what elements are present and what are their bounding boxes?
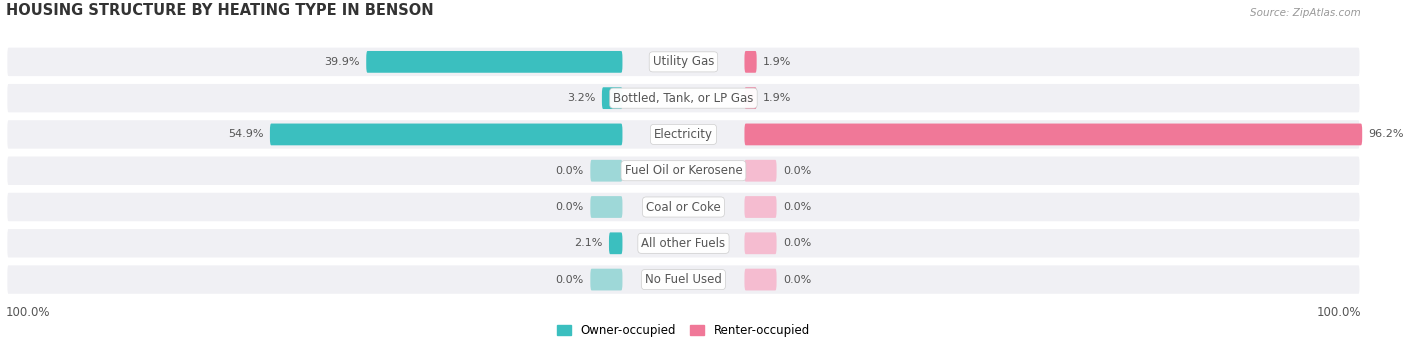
Text: 0.0%: 0.0%: [783, 166, 811, 176]
FancyBboxPatch shape: [744, 269, 776, 291]
Text: Electricity: Electricity: [654, 128, 713, 141]
Text: 96.2%: 96.2%: [1368, 130, 1405, 139]
FancyBboxPatch shape: [6, 264, 1361, 295]
Legend: Owner-occupied, Renter-occupied: Owner-occupied, Renter-occupied: [553, 320, 814, 341]
FancyBboxPatch shape: [591, 269, 623, 291]
Text: 100.0%: 100.0%: [6, 306, 51, 319]
Text: 54.9%: 54.9%: [228, 130, 263, 139]
FancyBboxPatch shape: [6, 119, 1361, 150]
Text: Bottled, Tank, or LP Gas: Bottled, Tank, or LP Gas: [613, 92, 754, 105]
FancyBboxPatch shape: [744, 123, 1362, 145]
Text: 0.0%: 0.0%: [783, 238, 811, 248]
FancyBboxPatch shape: [366, 51, 623, 73]
Text: HOUSING STRUCTURE BY HEATING TYPE IN BENSON: HOUSING STRUCTURE BY HEATING TYPE IN BEN…: [6, 3, 433, 18]
Text: Coal or Coke: Coal or Coke: [647, 201, 721, 213]
Text: 1.9%: 1.9%: [763, 57, 792, 67]
FancyBboxPatch shape: [591, 196, 623, 218]
FancyBboxPatch shape: [602, 87, 623, 109]
Text: 2.1%: 2.1%: [574, 238, 603, 248]
Text: 0.0%: 0.0%: [783, 202, 811, 212]
Text: Fuel Oil or Kerosene: Fuel Oil or Kerosene: [624, 164, 742, 177]
Text: 3.2%: 3.2%: [567, 93, 596, 103]
FancyBboxPatch shape: [744, 233, 776, 254]
Text: 0.0%: 0.0%: [555, 275, 583, 285]
Text: Utility Gas: Utility Gas: [652, 55, 714, 68]
Text: 0.0%: 0.0%: [555, 202, 583, 212]
FancyBboxPatch shape: [744, 87, 756, 109]
Text: Source: ZipAtlas.com: Source: ZipAtlas.com: [1250, 8, 1361, 18]
FancyBboxPatch shape: [744, 51, 756, 73]
Text: 0.0%: 0.0%: [783, 275, 811, 285]
Text: 39.9%: 39.9%: [325, 57, 360, 67]
Text: 100.0%: 100.0%: [1316, 306, 1361, 319]
FancyBboxPatch shape: [744, 196, 776, 218]
FancyBboxPatch shape: [6, 228, 1361, 259]
FancyBboxPatch shape: [6, 83, 1361, 114]
FancyBboxPatch shape: [6, 46, 1361, 77]
Text: No Fuel Used: No Fuel Used: [645, 273, 721, 286]
FancyBboxPatch shape: [6, 191, 1361, 223]
FancyBboxPatch shape: [609, 233, 623, 254]
Text: 1.9%: 1.9%: [763, 93, 792, 103]
FancyBboxPatch shape: [744, 160, 776, 182]
Text: All other Fuels: All other Fuels: [641, 237, 725, 250]
FancyBboxPatch shape: [591, 160, 623, 182]
FancyBboxPatch shape: [6, 155, 1361, 186]
Text: 0.0%: 0.0%: [555, 166, 583, 176]
FancyBboxPatch shape: [270, 123, 623, 145]
